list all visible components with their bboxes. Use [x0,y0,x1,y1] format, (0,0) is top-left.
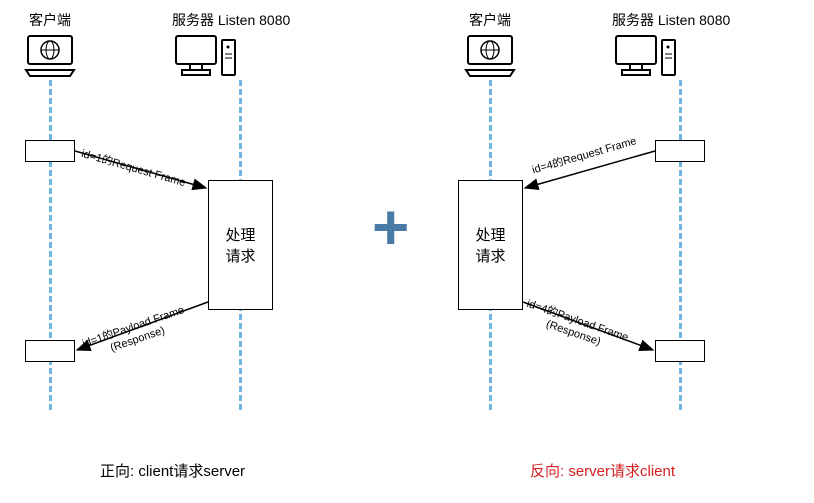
response-arrow-label: id=1的Payload Frame(Response) [80,301,190,362]
client-node: 客户端 [462,10,518,78]
client-label: 客户端 [462,10,518,30]
left-caption: 正向: client请求server [100,460,245,481]
left-diagram: 客户端 服务器 Listen 8080 [0,0,370,503]
plus-icon: + [372,195,409,259]
server-computer-icon [612,34,730,78]
client-activation-1 [25,140,75,162]
client-process-box: 处理 请求 [458,180,523,310]
client-activation-2 [25,340,75,362]
client-computer-icon [22,34,78,78]
process-label: 处理 请求 [475,224,505,266]
request-arrow-label: id=1的Request Frame [80,145,188,190]
response-arrow-label: id=4的Payload Frame(Response) [521,295,631,356]
server-node: 服务器 Listen 8080 [612,10,730,78]
server-process-box: 处理 请求 [208,180,273,310]
right-caption: 反向: server请求client [530,460,675,481]
server-computer-icon [172,34,290,78]
server-label: 服务器 Listen 8080 [612,10,730,30]
server-label: 服务器 Listen 8080 [172,10,290,30]
server-node: 服务器 Listen 8080 [172,10,290,78]
right-diagram: 客户端 服务器 Listen 8080 [440,0,810,503]
server-activation-2 [655,340,705,362]
server-activation-1 [655,140,705,162]
process-label: 处理 请求 [225,224,255,266]
client-label: 客户端 [22,10,78,30]
client-computer-icon [462,34,518,78]
client-node: 客户端 [22,10,78,78]
request-arrow-label: id=4的Request Frame [530,132,638,177]
